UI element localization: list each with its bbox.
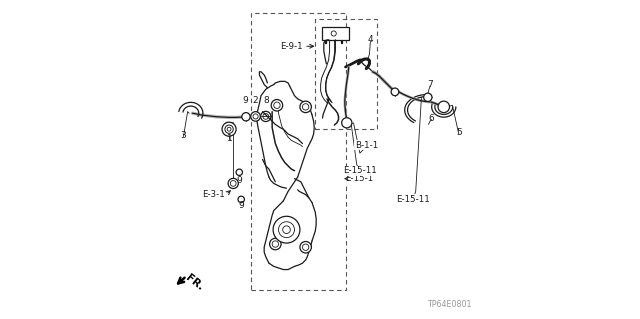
Text: E-15-11: E-15-11 — [396, 195, 429, 204]
Text: TP64E0801: TP64E0801 — [427, 300, 472, 309]
Text: E-3-1: E-3-1 — [202, 190, 225, 199]
Circle shape — [391, 88, 399, 96]
Circle shape — [222, 122, 236, 136]
Circle shape — [424, 93, 432, 101]
Circle shape — [300, 241, 312, 253]
Circle shape — [236, 169, 243, 175]
Text: 1: 1 — [227, 134, 233, 143]
Circle shape — [300, 101, 312, 113]
Text: 5: 5 — [456, 128, 461, 137]
Text: 2: 2 — [253, 96, 259, 105]
Text: 6: 6 — [429, 114, 435, 122]
Circle shape — [271, 100, 283, 111]
Text: E-15-1: E-15-1 — [345, 174, 373, 183]
Text: FR.: FR. — [184, 273, 205, 293]
Text: E-15-11: E-15-11 — [343, 166, 377, 175]
Bar — [316, 19, 378, 129]
Circle shape — [242, 113, 250, 121]
Circle shape — [238, 196, 244, 203]
Circle shape — [438, 101, 449, 113]
Circle shape — [273, 216, 300, 243]
Circle shape — [269, 238, 281, 250]
Circle shape — [228, 178, 238, 189]
Text: B-1-1: B-1-1 — [355, 141, 378, 150]
Circle shape — [331, 31, 336, 36]
Bar — [252, 13, 346, 290]
Text: E-9-1: E-9-1 — [280, 42, 303, 51]
Bar — [321, 27, 349, 40]
Text: 9: 9 — [242, 96, 248, 105]
Text: 3: 3 — [180, 131, 186, 140]
Text: 7: 7 — [427, 80, 433, 89]
Text: 4: 4 — [367, 35, 373, 44]
Text: 9: 9 — [238, 201, 244, 210]
Circle shape — [251, 112, 260, 121]
Circle shape — [342, 118, 352, 128]
Text: 8: 8 — [263, 96, 269, 105]
Text: 9: 9 — [236, 176, 242, 185]
Circle shape — [260, 111, 271, 122]
